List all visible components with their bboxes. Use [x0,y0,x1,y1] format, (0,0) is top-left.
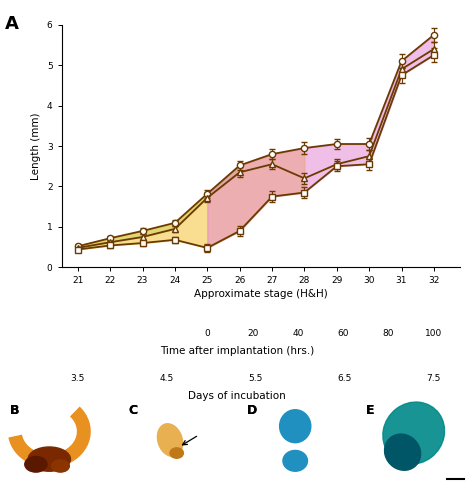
Ellipse shape [280,410,311,443]
Ellipse shape [25,456,47,472]
Text: 60: 60 [337,329,349,338]
Text: Time after implantation (hrs.): Time after implantation (hrs.) [160,346,314,356]
Text: 80: 80 [383,329,394,338]
Ellipse shape [383,402,445,464]
Text: Days of incubation: Days of incubation [188,391,286,401]
Text: E: E [366,404,374,417]
Text: B: B [10,404,20,417]
Text: B: B [10,404,20,417]
Text: 3.5: 3.5 [71,374,85,383]
Text: 7.5: 7.5 [427,374,441,383]
Ellipse shape [384,434,420,470]
Text: 6.5: 6.5 [337,374,352,383]
Text: D: D [247,404,257,417]
Y-axis label: Length (mm): Length (mm) [31,112,41,180]
Text: 100: 100 [425,329,443,338]
Text: 0: 0 [204,329,210,338]
Ellipse shape [170,448,183,458]
Text: E: E [366,404,374,417]
Text: 20: 20 [247,329,258,338]
X-axis label: Approximate stage (H&H): Approximate stage (H&H) [194,290,328,299]
Text: A: A [5,15,18,33]
Text: D: D [247,404,257,417]
Text: 5.5: 5.5 [249,374,263,383]
Ellipse shape [157,424,182,456]
Text: 40: 40 [292,329,304,338]
Ellipse shape [52,460,69,472]
Text: C: C [129,404,138,417]
Ellipse shape [283,450,308,471]
Text: 4.5: 4.5 [160,374,174,383]
Ellipse shape [28,447,71,471]
Text: C: C [129,404,138,417]
